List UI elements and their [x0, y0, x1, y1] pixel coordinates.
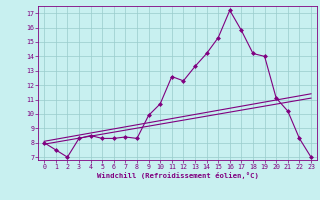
X-axis label: Windchill (Refroidissement éolien,°C): Windchill (Refroidissement éolien,°C)	[97, 172, 259, 179]
